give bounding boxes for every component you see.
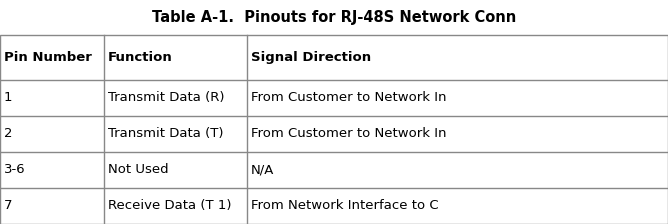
Text: N/A: N/A: [251, 163, 275, 176]
Text: Receive Data (T 1): Receive Data (T 1): [108, 199, 231, 213]
Text: From Network Interface to C: From Network Interface to C: [251, 199, 439, 213]
Text: From Customer to Network In: From Customer to Network In: [251, 91, 447, 104]
Text: Transmit Data (R): Transmit Data (R): [108, 91, 224, 104]
Text: Not Used: Not Used: [108, 163, 168, 176]
Text: Table A-1.  Pinouts for RJ-48S Network Conn: Table A-1. Pinouts for RJ-48S Network Co…: [152, 10, 516, 25]
Text: 2: 2: [4, 127, 13, 140]
Bar: [0, 35, 668, 224]
Text: 7: 7: [4, 199, 13, 213]
Text: 1: 1: [4, 91, 13, 104]
Text: From Customer to Network In: From Customer to Network In: [251, 127, 447, 140]
Text: Signal Direction: Signal Direction: [251, 51, 371, 64]
Text: Function: Function: [108, 51, 172, 64]
Text: 3-6: 3-6: [4, 163, 25, 176]
Text: Pin Number: Pin Number: [4, 51, 92, 64]
Text: Transmit Data (T): Transmit Data (T): [108, 127, 223, 140]
